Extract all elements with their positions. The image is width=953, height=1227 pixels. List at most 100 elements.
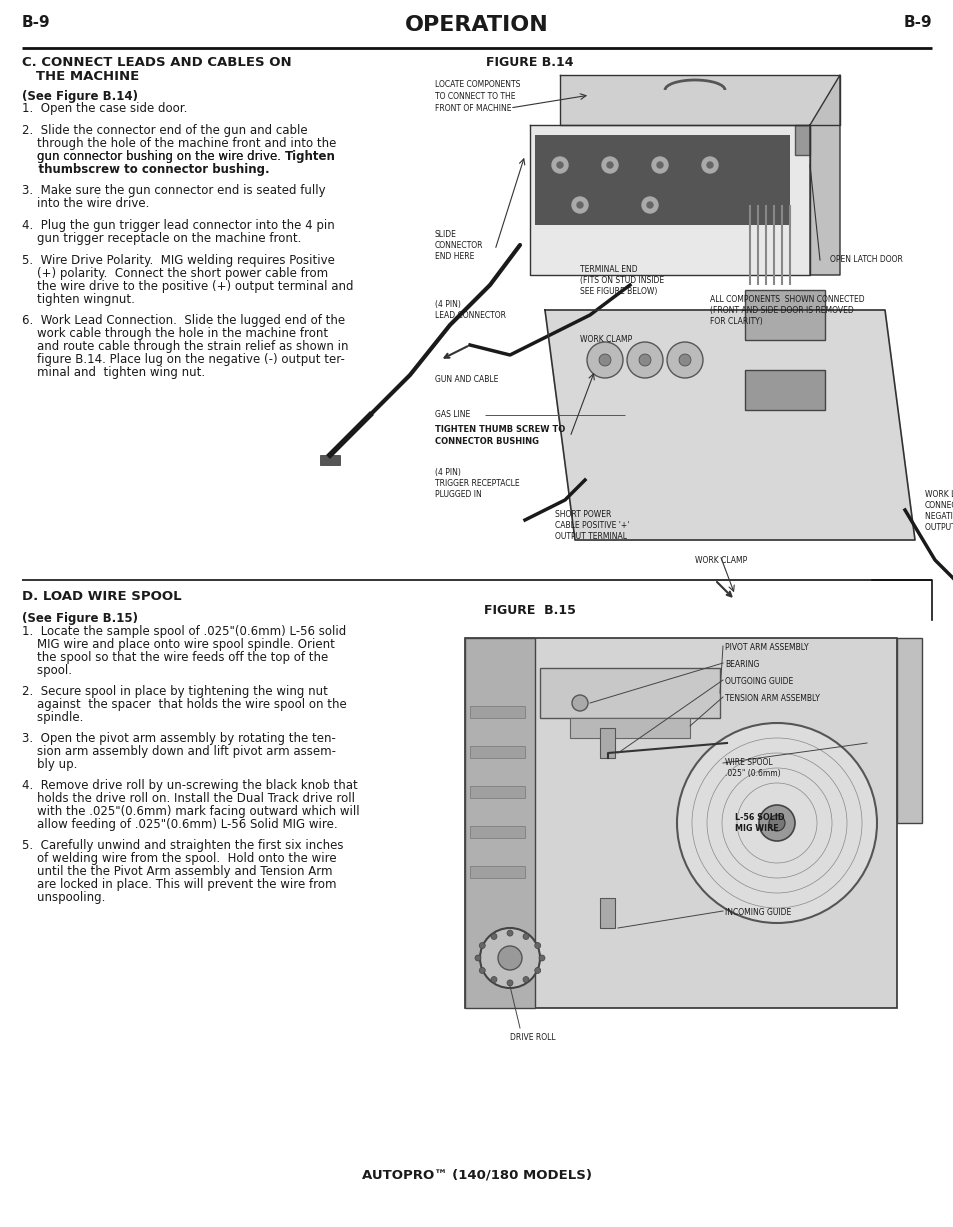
Text: WORK CLAMP: WORK CLAMP [579,335,632,344]
Text: gun trigger receptacle on the machine front.: gun trigger receptacle on the machine fr… [22,232,301,245]
Text: (See Figure B.14): (See Figure B.14) [22,90,138,103]
Text: tighten wingnut.: tighten wingnut. [22,293,134,306]
Bar [599,898,615,928]
Text: (4 PIN)
LEAD CONNECTOR: (4 PIN) LEAD CONNECTOR [435,299,505,320]
Bar [896,638,921,823]
Circle shape [491,934,497,940]
Text: FIGURE  B.15: FIGURE B.15 [483,604,576,617]
Polygon shape [809,75,840,275]
Circle shape [706,162,712,168]
Text: (+) polarity.  Connect the short power cable from: (+) polarity. Connect the short power ca… [22,267,328,280]
Text: B-9: B-9 [902,15,931,29]
Text: 2.  Secure spool in place by tightening the wing nut: 2. Secure spool in place by tightening t… [22,685,328,698]
Bar [470,787,524,798]
Circle shape [639,355,650,366]
Text: SHORT POWER
CABLE POSITIVE '+'
OUTPUT TERMINAL: SHORT POWER CABLE POSITIVE '+' OUTPUT TE… [555,510,629,541]
Circle shape [534,967,540,973]
Circle shape [497,946,521,971]
Text: AUTOPRO™ (140/180 MODELS): AUTOPRO™ (140/180 MODELS) [361,1168,592,1182]
Text: WORK CLAMP: WORK CLAMP [695,556,746,564]
Circle shape [606,162,613,168]
Text: the spool so that the wire feeds off the top of the: the spool so that the wire feeds off the… [22,652,328,664]
Text: BEARING: BEARING [724,660,759,669]
Text: DRIVE ROLL: DRIVE ROLL [510,1033,555,1042]
Text: 3.  Make sure the gun connector end is seated fully: 3. Make sure the gun connector end is se… [22,184,325,198]
Circle shape [646,202,652,209]
Circle shape [601,157,618,173]
Text: OPEN LATCH DOOR: OPEN LATCH DOOR [829,255,902,264]
Circle shape [506,930,513,936]
Text: GAS LINE: GAS LINE [435,410,470,418]
Circle shape [506,980,513,985]
Circle shape [666,342,702,378]
Text: (4 PIN)
TRIGGER RECEPTACLE
PLUGGED IN: (4 PIN) TRIGGER RECEPTACLE PLUGGED IN [435,467,519,499]
Text: 4.  Remove drive roll by un-screwing the black knob that: 4. Remove drive roll by un-screwing the … [22,779,357,791]
Text: TERMINAL END
(FITS ON STUD INSIDE
SEE FIGURE BELOW): TERMINAL END (FITS ON STUD INSIDE SEE FI… [579,265,663,296]
Text: allow feeding of .025"(0.6mm) L-56 Solid MIG wire.: allow feeding of .025"(0.6mm) L-56 Solid… [22,818,337,831]
Text: sion arm assembly down and lift pivot arm assem-: sion arm assembly down and lift pivot ar… [22,745,335,758]
Text: work cable through the hole in the machine front: work cable through the hole in the machi… [22,328,328,340]
Text: with the .025"(0.6mm) mark facing outward which will: with the .025"(0.6mm) mark facing outwar… [22,805,359,818]
Text: OPERATION: OPERATION [405,15,548,36]
Text: GUN AND CABLE: GUN AND CABLE [435,375,497,384]
FancyArrowPatch shape [444,346,467,358]
Text: figure B.14. Place lug on the negative (-) output ter-: figure B.14. Place lug on the negative (… [22,353,345,366]
Text: TIGHTEN THUMB SCREW TO
CONNECTOR BUSHING: TIGHTEN THUMB SCREW TO CONNECTOR BUSHING [435,425,565,445]
Text: and route cable through the strain relief as shown in: and route cable through the strain relie… [22,340,348,353]
Text: against  the spacer  that holds the wire spool on the: against the spacer that holds the wire s… [22,698,346,710]
Circle shape [478,942,485,948]
Text: C. CONNECT LEADS AND CABLES ON: C. CONNECT LEADS AND CABLES ON [22,56,292,69]
Text: WIRE SPOOL
.025" (0.6mm): WIRE SPOOL .025" (0.6mm) [724,758,780,778]
Bar [744,290,824,340]
Text: gun connector bushing on the wire drive.  Tighten: gun connector bushing on the wire drive.… [22,150,372,163]
Circle shape [626,342,662,378]
Circle shape [534,942,540,948]
Text: ALL COMPONENTS  SHOWN CONNECTED
(FRONT AND SIDE DOOR IS REMOVED
FOR CLARITY): ALL COMPONENTS SHOWN CONNECTED (FRONT AN… [709,294,863,326]
Polygon shape [559,75,840,125]
Circle shape [522,977,529,983]
Circle shape [768,815,784,831]
Text: gun connector bushing on the wire drive.: gun connector bushing on the wire drive. [22,150,288,163]
Circle shape [641,198,658,213]
Text: (See Figure B.15): (See Figure B.15) [22,612,138,625]
Text: until the the Pivot Arm assembly and Tension Arm: until the the Pivot Arm assembly and Ten… [22,865,333,879]
Text: 5.  Wire Drive Polarity.  MIG welding requires Positive: 5. Wire Drive Polarity. MIG welding requ… [22,254,335,267]
Text: 1.  Open the case side door.: 1. Open the case side door. [22,102,187,115]
Text: spindle.: spindle. [22,710,83,724]
Bar [539,667,720,718]
Circle shape [598,355,610,366]
Polygon shape [535,135,789,225]
Circle shape [538,955,544,961]
Polygon shape [544,310,914,540]
Bar [464,638,896,1009]
Text: spool.: spool. [22,664,71,677]
Text: minal and  tighten wing nut.: minal and tighten wing nut. [22,366,205,379]
Circle shape [586,342,622,378]
Circle shape [572,198,587,213]
Bar [744,371,824,410]
Text: unspooling.: unspooling. [22,891,105,904]
Text: gun connector bushing on the wire drive.: gun connector bushing on the wire drive. [22,150,288,163]
Bar [599,728,615,758]
Circle shape [651,157,667,173]
Circle shape [679,355,690,366]
Text: PIVOT ARM ASSEMBLY: PIVOT ARM ASSEMBLY [724,643,808,652]
Circle shape [557,162,562,168]
Text: INCOMING GUIDE: INCOMING GUIDE [724,908,790,917]
Text: holds the drive roll on. Install the Dual Track drive roll: holds the drive roll on. Install the Dua… [22,791,355,805]
Bar [470,866,524,879]
Polygon shape [530,125,809,275]
Text: TENSION ARM ASSEMBLY: TENSION ARM ASSEMBLY [724,694,819,703]
Circle shape [701,157,718,173]
Text: through the hole of the machine front and into the: through the hole of the machine front an… [22,137,336,150]
Text: thumbscrew to connector bushing.: thumbscrew to connector bushing. [22,163,270,175]
Circle shape [478,967,485,973]
Text: 1.  Locate the sample spool of .025"(0.6mm) L-56 solid: 1. Locate the sample spool of .025"(0.6m… [22,625,346,638]
Bar [470,826,524,838]
Circle shape [677,723,876,923]
Circle shape [522,934,529,940]
Bar [319,455,339,465]
Circle shape [657,162,662,168]
Bar [569,718,689,737]
Text: bly up.: bly up. [22,758,77,771]
